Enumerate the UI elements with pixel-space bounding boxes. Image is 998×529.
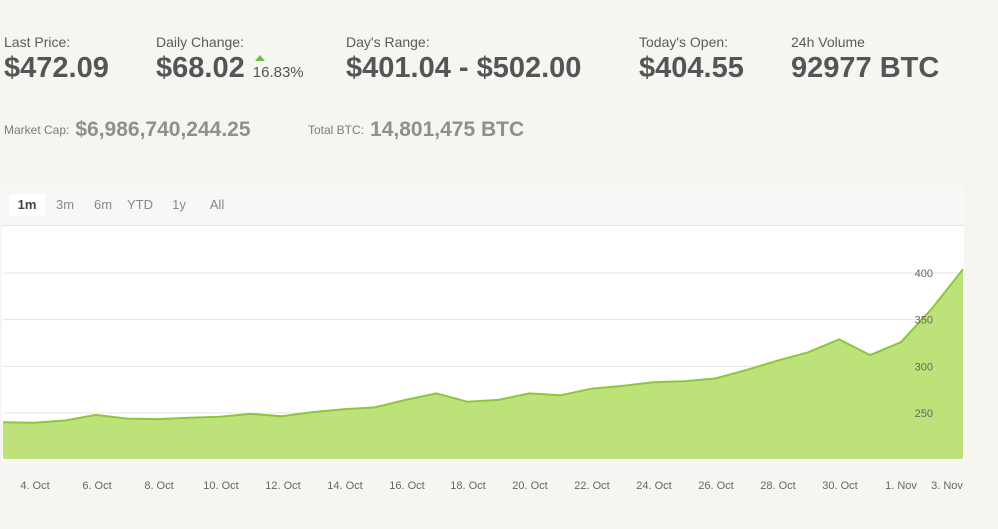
last-price-stat: Last Price: $472.09	[4, 35, 109, 84]
market-cap: Market Cap: $6,986,740,244.25	[4, 118, 251, 142]
todays-open-stat: Today's Open: $404.55	[639, 35, 744, 84]
x-tick-label: 26. Oct	[698, 480, 733, 492]
market-cap-label: Market Cap:	[4, 123, 70, 137]
x-axis-labels: 4. Oct 6. Oct 8. Oct 10. Oct 12. Oct 14. Oct 1…	[20, 480, 963, 492]
daily-change-value: $68.02	[156, 52, 245, 84]
range-button-1m[interactable]: 1m	[9, 194, 45, 216]
x-tick-label: 1. Nov	[885, 480, 917, 492]
last-price-label: Last Price:	[4, 34, 71, 50]
range-selector: 1m 3m 6m YTD 1y All	[2, 185, 964, 226]
price-line	[2, 268, 964, 424]
up-arrow-icon	[254, 55, 265, 61]
range-button-1y[interactable]: 1y	[172, 197, 186, 212]
x-tick-label: 12. Oct	[265, 480, 300, 492]
y-tick-label: 350	[915, 315, 933, 327]
x-tick-label: 16. Oct	[389, 480, 424, 492]
x-tick-label: 24. Oct	[636, 480, 671, 492]
volume-label: 24h Volume	[791, 34, 865, 50]
days-range-stat: Day's Range: $401.04 - $502.00	[346, 35, 581, 84]
range-button-ytd[interactable]: YTD	[127, 197, 153, 212]
days-range-label: Day's Range:	[346, 34, 430, 50]
x-tick-label: 18. Oct	[450, 480, 485, 492]
x-tick-label: 14. Oct	[327, 480, 362, 492]
y-tick-label: 400	[915, 268, 933, 280]
market-cap-value: $6,986,740,244.25	[75, 118, 251, 141]
range-button-3m[interactable]: 3m	[55, 197, 75, 212]
days-range-value: $401.04 - $502.00	[346, 52, 582, 84]
x-tick-label: 3. Nov	[931, 480, 963, 492]
x-tick-label: 20. Oct	[512, 480, 547, 492]
x-tick-label: 8. Oct	[144, 480, 173, 492]
todays-open-value: $404.55	[639, 52, 744, 84]
total-btc-value: 14,801,475 BTC	[370, 118, 525, 141]
x-tick-label: 4. Oct	[20, 480, 49, 492]
price-area	[3, 269, 963, 459]
daily-change-stat: Daily Change: $68.02 16.83%	[156, 35, 304, 89]
y-tick-label: 250	[915, 408, 933, 420]
x-tick-label: 10. Oct	[203, 480, 238, 492]
todays-open-label: Today's Open:	[639, 34, 729, 50]
last-price-value: $472.09	[4, 52, 109, 84]
y-tick-label: 300	[915, 361, 933, 373]
y-axis-labels: 250 300 350 400	[915, 268, 933, 420]
x-tick-label: 22. Oct	[574, 480, 609, 492]
daily-change-percent: 16.83%	[253, 55, 304, 81]
daily-change-label: Daily Change:	[156, 34, 244, 50]
x-tick-label: 6. Oct	[82, 480, 111, 492]
volume-stat: 24h Volume 92977 BTC	[791, 35, 939, 84]
range-button-all[interactable]: All	[209, 197, 225, 212]
x-tick-label: 28. Oct	[760, 480, 795, 492]
total-btc: Total BTC: 14,801,475 BTC	[308, 118, 524, 142]
volume-value: 92977 BTC	[791, 52, 940, 84]
range-button-6m[interactable]: 6m	[93, 197, 113, 212]
x-tick-label: 30. Oct	[822, 480, 857, 492]
total-btc-label: Total BTC:	[308, 123, 365, 137]
